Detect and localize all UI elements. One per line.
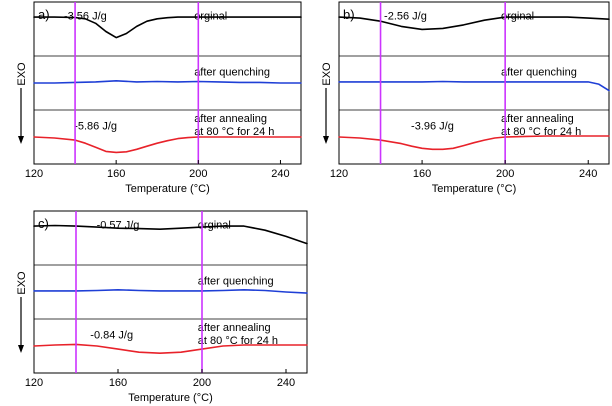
- enthalpy-label: -0.57 J/g: [97, 219, 140, 231]
- x-tick-label: 120: [25, 168, 43, 180]
- plot-frame: [338, 1, 610, 165]
- x-tick-label: 160: [109, 377, 127, 389]
- dsc-trace-after-quenching: [33, 288, 308, 294]
- enthalpy-label: -3.96 J/g: [411, 120, 454, 132]
- dsc-trace-after-annealing: [33, 136, 302, 154]
- curve-label: after annealing: [501, 113, 574, 125]
- enthalpy-label: -2.56 J/g: [384, 10, 427, 22]
- panel-label: c): [38, 216, 49, 231]
- panel-b: orginal -2.56 J/g after quenching after ann…: [321, 1, 610, 195]
- curve-label: after annealing: [194, 113, 267, 125]
- x-axis-label: Temperature (°C): [125, 183, 209, 195]
- curve-label: orginal: [198, 219, 231, 231]
- x-tick-label: 160: [413, 168, 431, 180]
- x-tick-label: 200: [496, 168, 514, 180]
- dsc-trace-after-quenching: [338, 80, 610, 92]
- x-tick-label: 240: [579, 168, 597, 180]
- enthalpy-label: -3.56 J/g: [64, 10, 107, 22]
- x-tick-label: 240: [277, 377, 295, 389]
- exo-arrow-head: [18, 136, 24, 144]
- panel-c: orginal -0.57 J/g after quenching after ann…: [16, 210, 308, 404]
- x-axis-label: Temperature (°C): [432, 183, 516, 195]
- y-axis-label: EXO: [321, 62, 333, 86]
- panel-a: orginal -3.56 J/g after quenching after ann…: [16, 1, 302, 195]
- curve-label: after quenching: [194, 66, 270, 78]
- exo-arrow-head: [18, 345, 24, 353]
- y-axis-label: EXO: [16, 62, 28, 86]
- dsc-trace-after-annealing: [33, 343, 308, 355]
- panel-label: b): [343, 7, 355, 22]
- x-axis-label: Temperature (°C): [128, 392, 212, 404]
- curve-label: orginal: [194, 10, 227, 22]
- dsc-trace-orginal: [33, 224, 308, 245]
- enthalpy-label: -5.86 J/g: [74, 120, 117, 132]
- curve-label: orginal: [501, 10, 534, 22]
- curve-label: at 80 °C for 24 h: [194, 126, 274, 138]
- panel-label: a): [38, 7, 50, 22]
- plot-frame: [33, 210, 308, 374]
- x-tick-label: 200: [193, 377, 211, 389]
- dsc-trace-orginal: [338, 16, 610, 31]
- x-tick-label: 160: [107, 168, 125, 180]
- curve-label: after annealing: [198, 322, 271, 334]
- exo-arrow-head: [323, 136, 329, 144]
- curve-label: at 80 °C for 24 h: [501, 126, 581, 138]
- dsc-trace-after-annealing: [338, 135, 610, 151]
- dsc-trace-after-quenching: [33, 80, 302, 84]
- curve-label: after quenching: [198, 275, 274, 287]
- enthalpy-label: -0.84 J/g: [90, 329, 133, 341]
- x-tick-label: 200: [189, 168, 207, 180]
- dsc-trace-orginal: [33, 16, 302, 39]
- curve-label: at 80 °C for 24 h: [198, 335, 278, 347]
- x-tick-label: 240: [271, 168, 289, 180]
- x-tick-label: 120: [330, 168, 348, 180]
- x-tick-label: 120: [25, 377, 43, 389]
- y-axis-label: EXO: [16, 271, 28, 295]
- curve-label: after quenching: [501, 66, 577, 78]
